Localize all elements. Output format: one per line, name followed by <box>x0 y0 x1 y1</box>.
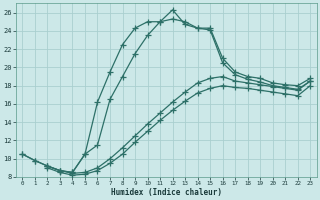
X-axis label: Humidex (Indice chaleur): Humidex (Indice chaleur) <box>111 188 222 197</box>
